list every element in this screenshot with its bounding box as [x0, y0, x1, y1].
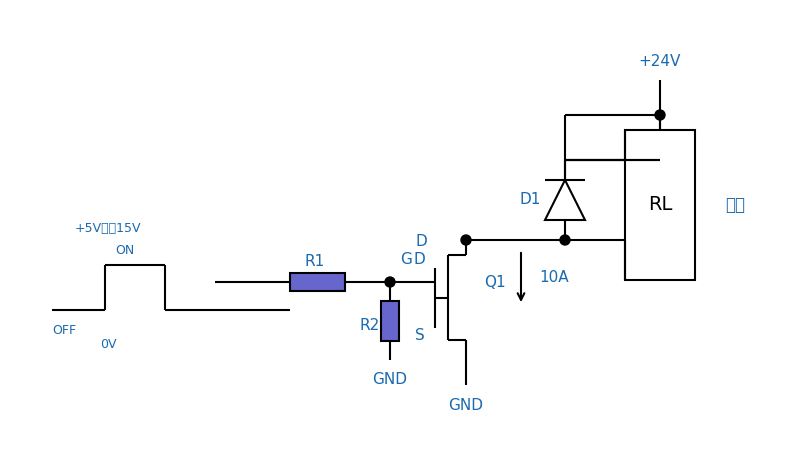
Text: R2: R2 [360, 317, 380, 333]
Bar [625, 130, 695, 280]
Circle shape [461, 235, 471, 245]
Text: +5V～＋15V: +5V～＋15V [75, 221, 142, 235]
Text: 10A: 10A [539, 269, 569, 285]
Circle shape [655, 110, 665, 120]
Text: GND: GND [373, 373, 407, 387]
Text: RL: RL [648, 196, 672, 215]
Text: D: D [415, 235, 427, 249]
Text: S: S [415, 327, 425, 343]
Bar [290, 273, 345, 291]
Text: G: G [400, 252, 412, 268]
Text: D: D [414, 252, 425, 268]
Text: +24V: +24V [639, 54, 681, 69]
Bar [381, 301, 399, 341]
Text: ON: ON [115, 244, 134, 257]
Text: D1: D1 [519, 192, 541, 208]
Text: GND: GND [449, 397, 483, 413]
Text: 負荷: 負荷 [725, 196, 745, 214]
Text: 0V: 0V [100, 338, 117, 351]
Polygon shape [545, 180, 585, 220]
Text: OFF: OFF [52, 324, 76, 337]
Circle shape [560, 235, 570, 245]
Circle shape [385, 277, 395, 287]
Text: R1: R1 [305, 255, 325, 269]
Text: Q1: Q1 [484, 275, 506, 290]
